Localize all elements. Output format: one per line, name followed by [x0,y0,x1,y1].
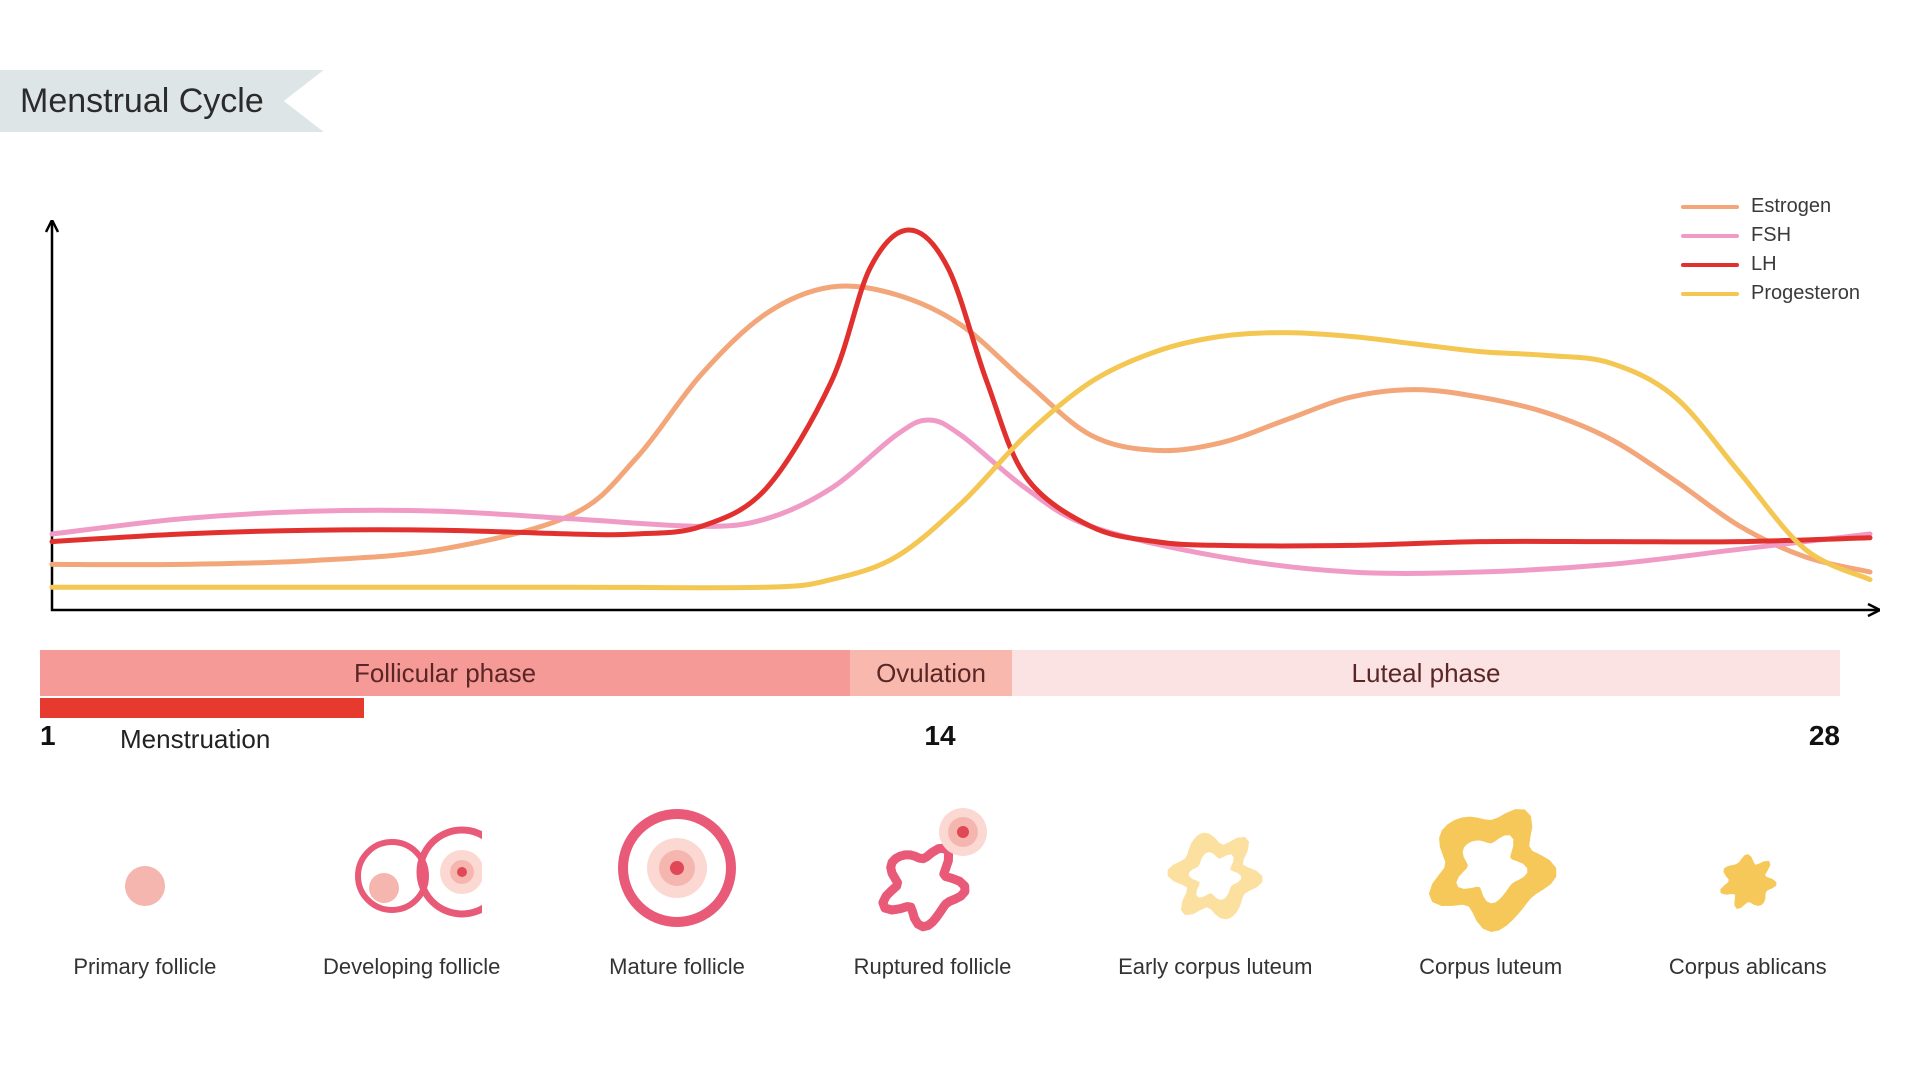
hormone-chart [40,220,1880,620]
follicle-label: Corpus luteum [1419,954,1562,980]
series-lh [52,230,1870,546]
follicle-stages-row: Primary follicle Developing follicle Matu… [20,780,1880,980]
albicans-icon-wrap [1678,798,1818,938]
legend-item-estrogen: Estrogen [1681,195,1860,218]
title-ribbon: Menstrual Cycle [0,70,324,132]
mature-follicle-icon [607,798,747,938]
phase-bar: Follicular phaseOvulationLuteal phase [40,650,1840,696]
series-fsh [52,420,1870,573]
follicle-stage-primary: Primary follicle [73,798,216,980]
legend-label: Estrogen [1751,195,1831,218]
corpus-albicans-icon [1678,798,1818,938]
ruptured-follicle-icon [863,798,1003,938]
cl-icon-wrap [1421,798,1561,938]
follicle-label: Mature follicle [609,954,745,980]
legend-swatch [1681,205,1739,209]
follicle-label: Early corpus luteum [1118,954,1312,980]
corpus-luteum-icon [1421,798,1561,938]
follicle-label: Developing follicle [323,954,500,980]
follicle-stage-ruptured: Ruptured follicle [854,798,1012,980]
follicle-stage-developing: Developing follicle [323,798,500,980]
follicle-stage-cl: Corpus luteum [1419,798,1562,980]
ruptured-icon-wrap [863,798,1003,938]
developing-icon-wrap [342,798,482,938]
phase-luteal-phase: Luteal phase [1012,650,1840,696]
page-title: Menstrual Cycle [20,82,264,121]
day-label-mid: 14 [924,720,955,752]
day-label-start: 1 [40,720,56,752]
day-axis: 1 14 28 [40,720,1840,760]
early_cl-icon-wrap [1145,798,1285,938]
follicle-stage-mature: Mature follicle [607,798,747,980]
follicle-label: Ruptured follicle [854,954,1012,980]
menstruation-label: Menstruation [120,724,270,755]
menstruation-bar [40,698,364,718]
day-label-end: 28 [1809,720,1840,752]
phase-follicular-phase: Follicular phase [40,650,850,696]
follicle-label: Primary follicle [73,954,216,980]
series-progesteron [52,333,1870,588]
phase-ovulation: Ovulation [850,650,1012,696]
early-corpus-luteum-icon [1145,798,1285,938]
hormone-chart-svg [40,220,1880,620]
primary-follicle-icon [75,798,215,938]
mature-icon-wrap [607,798,747,938]
follicle-stage-early_cl: Early corpus luteum [1118,798,1312,980]
follicle-stage-albicans: Corpus ablicans [1669,798,1827,980]
developing-follicle-icon [342,798,482,938]
primary-icon-wrap [75,798,215,938]
follicle-label: Corpus ablicans [1669,954,1827,980]
